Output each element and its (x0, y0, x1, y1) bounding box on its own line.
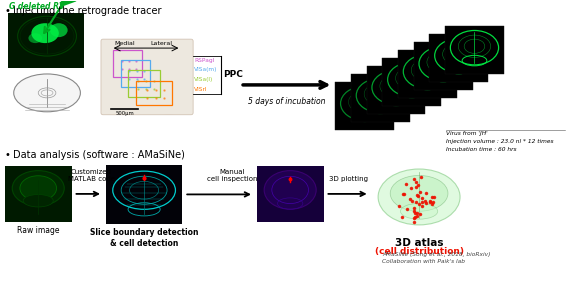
FancyBboxPatch shape (257, 166, 324, 222)
Text: Slice boundary detection
& cell detection: Slice boundary detection & cell detectio… (90, 228, 199, 248)
FancyBboxPatch shape (367, 66, 426, 114)
Ellipse shape (28, 33, 42, 43)
FancyBboxPatch shape (413, 42, 472, 90)
Text: Lateral: Lateral (150, 41, 172, 46)
Ellipse shape (23, 195, 53, 207)
FancyBboxPatch shape (351, 74, 410, 122)
Text: Injection volume : 23.0 nl * 12 times: Injection volume : 23.0 nl * 12 times (446, 139, 554, 144)
Text: (cell distribution): (cell distribution) (375, 247, 464, 256)
Text: VISa(m): VISa(m) (194, 67, 218, 72)
Text: Raw image: Raw image (17, 226, 60, 235)
Text: PPC: PPC (223, 70, 243, 80)
Text: VISrl: VISrl (194, 87, 208, 92)
Text: Medial: Medial (115, 41, 135, 46)
Text: 500μm: 500μm (115, 111, 134, 116)
Text: AMaSiNe (Song et al., 2018, bioRxiv)
Collaboration with Paik's lab: AMaSiNe (Song et al., 2018, bioRxiv) Col… (382, 252, 490, 264)
Text: Injecting the retrograde tracer: Injecting the retrograde tracer (13, 6, 161, 16)
Text: RSPagl: RSPagl (194, 58, 214, 63)
Ellipse shape (12, 171, 64, 206)
Text: •: • (5, 150, 11, 160)
FancyBboxPatch shape (101, 39, 193, 115)
FancyBboxPatch shape (382, 58, 441, 106)
Text: •: • (5, 6, 11, 16)
Ellipse shape (50, 23, 68, 37)
Text: Virus from 'JH': Virus from 'JH' (446, 131, 488, 136)
Ellipse shape (378, 169, 460, 225)
Ellipse shape (14, 74, 80, 112)
Text: Data analysis (software : AMaSiNe): Data analysis (software : AMaSiNe) (13, 150, 185, 160)
Text: G deleted RV: G deleted RV (9, 2, 65, 11)
Ellipse shape (401, 203, 438, 219)
Ellipse shape (147, 75, 191, 114)
FancyBboxPatch shape (5, 166, 72, 222)
FancyBboxPatch shape (430, 34, 488, 82)
FancyBboxPatch shape (8, 13, 85, 68)
Text: Customized
MATLAB code: Customized MATLAB code (68, 169, 115, 182)
FancyBboxPatch shape (398, 50, 457, 98)
Ellipse shape (20, 176, 57, 201)
Text: 3D atlas: 3D atlas (395, 238, 444, 248)
Text: VISa(l): VISa(l) (194, 78, 214, 82)
Ellipse shape (264, 171, 316, 209)
Text: 5 days of incubation: 5 days of incubation (248, 97, 325, 106)
FancyBboxPatch shape (335, 82, 394, 130)
FancyBboxPatch shape (445, 26, 504, 74)
Ellipse shape (31, 23, 59, 43)
Text: Incubation time : 60 hrs: Incubation time : 60 hrs (446, 147, 516, 152)
FancyBboxPatch shape (106, 164, 182, 224)
Text: 3D plotting: 3D plotting (329, 177, 368, 182)
Ellipse shape (390, 175, 448, 211)
Text: Manual
cell inspection: Manual cell inspection (207, 169, 258, 182)
